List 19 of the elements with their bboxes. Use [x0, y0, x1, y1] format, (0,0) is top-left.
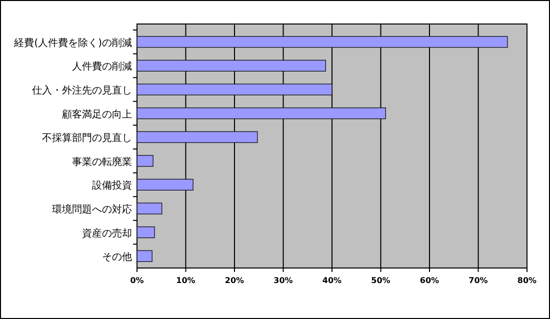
x-tick-label: 0%: [130, 276, 144, 285]
x-tick-label: 40%: [322, 276, 342, 285]
y-tick-label: 設備投資: [92, 180, 132, 192]
y-tick-label: 資産の売却: [82, 227, 132, 240]
y-tick-label: 事業の転廃業: [72, 156, 132, 168]
y-tick-label: 顧客満足の向上: [62, 108, 132, 120]
x-tick-label: 70%: [468, 276, 488, 285]
x-tick-label: 10%: [176, 276, 196, 285]
y-tick-label: 人件費の削減: [72, 60, 132, 73]
y-tick-label: 仕入・外注先の見直し: [32, 84, 132, 96]
x-tick-label: 30%: [274, 276, 293, 285]
x-tick-label: 50%: [371, 276, 390, 285]
y-tick-label: 不採算部門の見直し: [42, 132, 132, 144]
y-tick-label: その他: [102, 251, 132, 264]
y-tick-label: 経費(人件費を除く)の削減: [13, 36, 132, 49]
x-tick-label: 80%: [517, 276, 537, 285]
x-tick-label: 60%: [420, 276, 440, 285]
y-tick-label: 環境問題への対応: [52, 204, 132, 216]
x-tick-label: 20%: [224, 276, 244, 285]
